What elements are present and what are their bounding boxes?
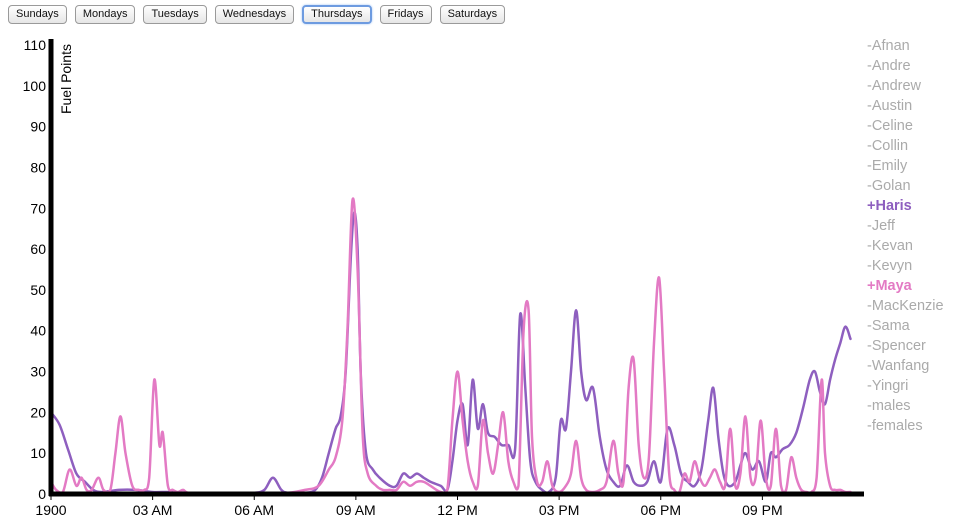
legend-item-spencer[interactable]: -Spencer	[867, 338, 926, 354]
y-tick-label: 40	[30, 323, 46, 339]
y-tick-label: 90	[30, 119, 46, 135]
legend-item-yingri[interactable]: -Yingri	[867, 378, 909, 394]
legend-item-jeff[interactable]: -Jeff	[867, 218, 895, 234]
day-button-thursdays[interactable]: Thursdays	[302, 5, 372, 24]
legend-item-kevan[interactable]: -Kevan	[867, 238, 913, 254]
legend-item-golan[interactable]: -Golan	[867, 178, 911, 194]
y-axis-label: Fuel Points	[58, 44, 74, 114]
legend-item-collin[interactable]: -Collin	[867, 138, 909, 154]
x-tick-label: 06 PM	[641, 502, 681, 518]
series-line-maya	[49, 197, 852, 495]
legend-item-maya[interactable]: +Maya	[867, 278, 912, 294]
day-button-fridays[interactable]: Fridays	[379, 5, 432, 24]
y-tick-label: 60	[30, 241, 46, 257]
y-tick-label: 10	[30, 445, 46, 461]
legend-item-haris[interactable]: +Haris	[867, 198, 912, 214]
legend-item-andrew[interactable]: -Andrew	[867, 78, 921, 94]
legend-item-females[interactable]: -females	[867, 418, 923, 434]
legend-item-andre[interactable]: -Andre	[867, 58, 911, 74]
x-tick-label: 12 PM	[437, 502, 477, 518]
y-tick-label: 110	[24, 37, 47, 53]
y-tick-label: 20	[30, 404, 46, 420]
day-button-sundays[interactable]: Sundays	[8, 5, 67, 24]
x-tick-label: 09 PM	[742, 502, 782, 518]
x-tick-label: 03 AM	[133, 502, 173, 518]
legend-item-kevyn[interactable]: -Kevyn	[867, 258, 913, 274]
legend-item-males[interactable]: -males	[867, 398, 911, 414]
day-button-wednesdays[interactable]: Wednesdays	[214, 5, 295, 24]
x-tick-label: 1900	[35, 502, 66, 518]
legend-item-emily[interactable]: -Emily	[867, 158, 908, 174]
y-tick-label: 80	[30, 159, 46, 175]
y-tick-label: 0	[38, 486, 46, 502]
x-tick-label: 03 PM	[539, 502, 579, 518]
legend-item-afnan[interactable]: -Afnan	[867, 38, 910, 54]
y-tick-label: 50	[30, 282, 46, 298]
legend-item-celine[interactable]: -Celine	[867, 118, 913, 134]
x-tick-label: 06 AM	[234, 502, 274, 518]
legend-item-wanfang[interactable]: -Wanfang	[867, 358, 930, 374]
day-button-tuesdays[interactable]: Tuesdays	[143, 5, 207, 24]
x-tick-label: 09 AM	[336, 502, 376, 518]
y-tick-label: 100	[23, 78, 47, 94]
legend-item-sama[interactable]: -Sama	[867, 318, 910, 334]
legend-item-mackenzie[interactable]: -MacKenzie	[867, 298, 944, 314]
day-filter-bar: Sundays Mondays Tuesdays Wednesdays Thursday…	[8, 5, 513, 24]
day-button-mondays[interactable]: Mondays	[74, 5, 136, 24]
y-tick-label: 70	[30, 200, 46, 216]
day-button-saturdays[interactable]: Saturdays	[439, 5, 506, 24]
legend: -Afnan -Andre -Andrew -Austin -Celine -Collin…	[867, 36, 944, 436]
legend-item-austin[interactable]: -Austin	[867, 98, 913, 114]
y-tick-label: 30	[30, 364, 46, 380]
